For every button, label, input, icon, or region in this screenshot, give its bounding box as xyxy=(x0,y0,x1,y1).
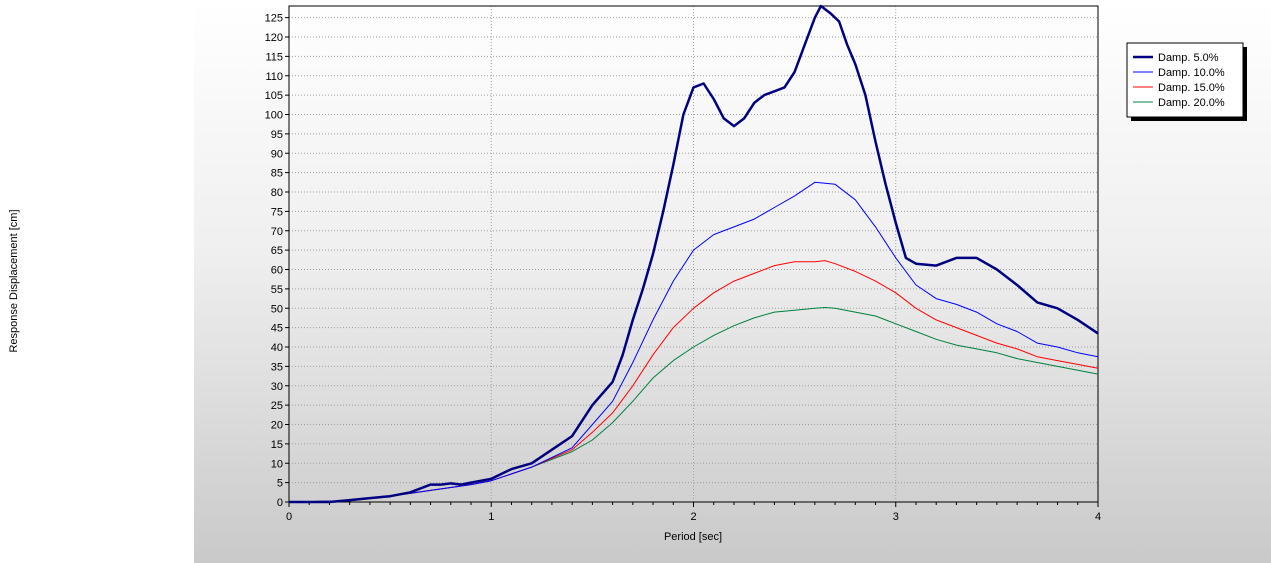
y-tick-label: 20 xyxy=(271,420,283,432)
y-tick-label: 110 xyxy=(265,71,283,83)
legend-label: Damp. 20.0% xyxy=(1158,97,1225,109)
x-tick-label: 4 xyxy=(1095,511,1101,523)
grid-lines xyxy=(289,6,1098,502)
y-tick-label: 105 xyxy=(265,90,283,102)
legend-label: Damp. 15.0% xyxy=(1158,82,1225,94)
y-tick-label: 10 xyxy=(271,458,283,470)
y-tick-label: 45 xyxy=(271,323,283,335)
x-tick-label: 1 xyxy=(488,511,494,523)
y-tick-label: 90 xyxy=(271,148,283,160)
y-tick-label: 5 xyxy=(277,478,283,490)
y-tick-label: 30 xyxy=(271,381,283,393)
x-tick-label: 0 xyxy=(286,511,292,523)
y-tick-label: 70 xyxy=(271,226,283,238)
y-tick-label: 15 xyxy=(271,439,283,451)
y-tick-label: 75 xyxy=(271,206,283,218)
y-tick-label: 100 xyxy=(265,110,283,122)
y-tick-label: 125 xyxy=(265,13,283,25)
y-tick-label: 60 xyxy=(271,265,283,277)
y-tick-label: 40 xyxy=(271,342,283,354)
y-tick-label: 65 xyxy=(271,245,283,257)
legend-label: Damp. 10.0% xyxy=(1158,67,1225,79)
x-tick-label: 3 xyxy=(893,511,899,523)
y-tick-label: 55 xyxy=(271,284,283,296)
series-line xyxy=(288,181,1099,503)
y-tick-label: 80 xyxy=(271,187,283,199)
legend: Damp. 5.0% Damp. 10.0% Damp. 15.0% Damp. 20… xyxy=(1126,42,1247,121)
y-tick-label: 0 xyxy=(277,497,283,509)
legend-box xyxy=(1126,42,1244,118)
y-tick-label: 25 xyxy=(271,400,283,412)
y-tick-label: 95 xyxy=(271,129,283,141)
legend-label: Damp. 5.0% xyxy=(1158,52,1219,64)
y-tick-label: 115 xyxy=(265,51,283,63)
y-tick-label: 50 xyxy=(271,303,283,315)
plot-frame xyxy=(288,5,1099,503)
x-tick-label: 2 xyxy=(690,511,696,523)
series-line xyxy=(289,4,1099,504)
axis-ticks: 0510152025303540455055606570758085909510… xyxy=(265,13,1101,523)
y-tick-label: 85 xyxy=(271,168,283,180)
series-lines xyxy=(288,4,1099,504)
x-axis-label: Period [sec] xyxy=(664,531,722,543)
y-tick-label: 35 xyxy=(271,361,283,373)
y-tick-label: 120 xyxy=(265,32,283,44)
